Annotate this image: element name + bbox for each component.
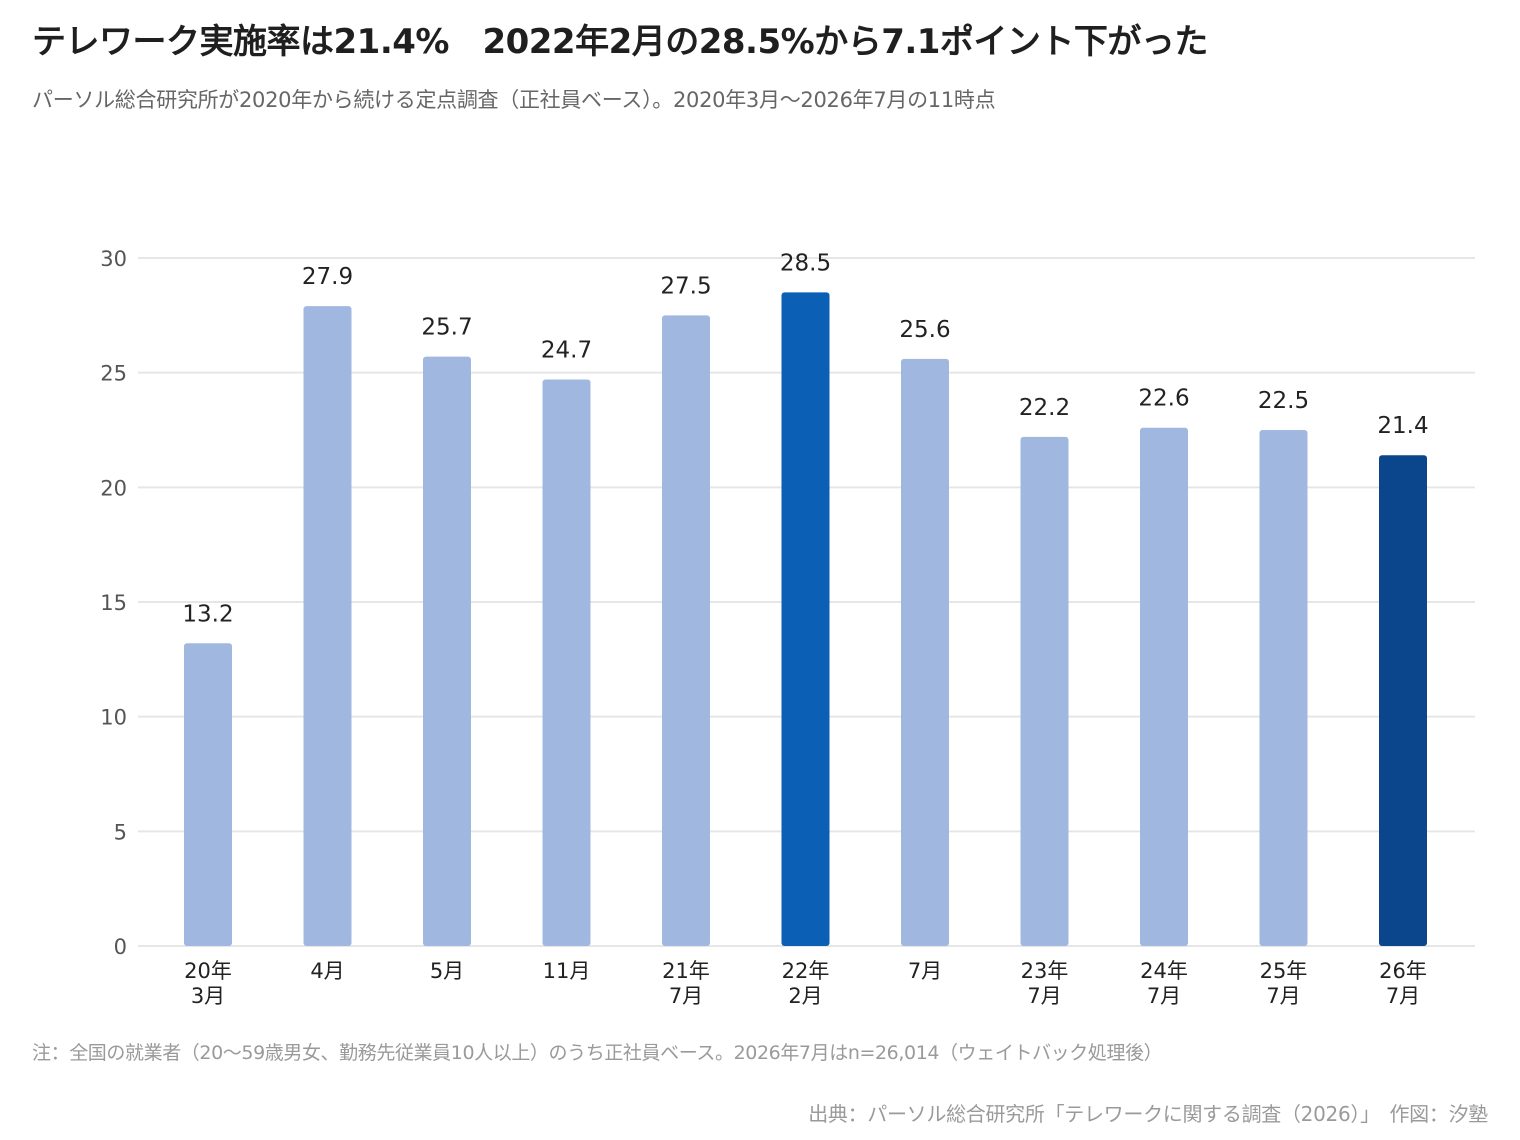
bar (423, 356, 471, 946)
x-tick-label: 24年 (1140, 959, 1188, 983)
y-tick-label: 10 (100, 706, 127, 730)
data-label: 24.7 (541, 338, 592, 364)
x-tick-label: 7月 (1386, 984, 1420, 1008)
x-tick-label: 7月 (1027, 984, 1061, 1008)
y-tick-label: 30 (100, 247, 127, 271)
y-tick-label: 5 (114, 820, 127, 844)
y-tick-label: 20 (100, 476, 127, 500)
bar (184, 643, 232, 946)
x-tick-label: 21年 (662, 959, 710, 983)
bar (1259, 430, 1308, 946)
x-tick-label: 25年 (1260, 959, 1308, 983)
x-tick-label: 11月 (543, 959, 591, 983)
x-tick-label: 23年 (1021, 959, 1069, 983)
data-label: 28.5 (780, 250, 831, 276)
x-tick-label: 3月 (191, 984, 225, 1008)
data-label: 25.6 (899, 317, 950, 343)
y-tick-label: 15 (100, 591, 127, 615)
data-label: 22.2 (1019, 395, 1070, 421)
data-label: 25.7 (421, 315, 472, 341)
bar (542, 379, 591, 947)
x-tick-label: 2月 (788, 984, 822, 1008)
bar (1020, 436, 1069, 946)
x-tick-label: 7月 (908, 959, 942, 983)
data-label: 27.5 (660, 273, 711, 299)
x-tick-label: 4月 (310, 959, 344, 983)
bar (781, 292, 830, 946)
bar (662, 315, 710, 946)
chart-subtitle: パーソル総合研究所が2020年から続ける定点調査（正社員ベース）。2020年3月… (32, 88, 996, 112)
bar (901, 358, 949, 946)
chart-title: テレワーク実施率は21.4% 2022年2月の28.5%から7.1ポイント下がっ… (32, 22, 1208, 62)
data-label: 22.5 (1258, 388, 1309, 414)
bar (1379, 455, 1427, 946)
bar (303, 306, 352, 946)
x-tick-label: 5月 (430, 959, 464, 983)
x-tick-label: 7月 (1147, 984, 1181, 1008)
data-label: 22.6 (1138, 386, 1189, 412)
chart-source: 出典：パーソル総合研究所「テレワークに関する調査（2026）」 作図：汐塾 (808, 1102, 1488, 1126)
x-tick-label: 20年 (184, 959, 232, 983)
data-label: 13.2 (182, 601, 233, 627)
y-tick-label: 0 (114, 935, 127, 959)
x-tick-label: 7月 (1266, 984, 1300, 1008)
x-tick-label: 22年 (782, 959, 830, 983)
x-tick-label: 7月 (669, 984, 703, 1008)
data-label: 27.9 (302, 264, 353, 290)
chart-note: 注：全国の就業者（20〜59歳男女、勤務先従業員10人以上）のうち正社員ベース。… (32, 1042, 1163, 1064)
y-tick-label: 25 (100, 362, 127, 386)
x-tick-label: 26年 (1379, 959, 1427, 983)
data-label: 21.4 (1377, 413, 1428, 439)
bar (1140, 427, 1188, 946)
